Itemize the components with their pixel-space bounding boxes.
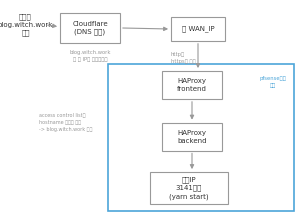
Text: 사용자
blog.witch.work
접속: 사용자 blog.witch.work 접속	[0, 13, 53, 36]
Bar	[171, 17, 225, 41]
Bar	[108, 64, 294, 211]
Bar	[162, 71, 222, 99]
Text: 내부IP
3141포트
(yarn start): 내부IP 3141포트 (yarn start)	[169, 176, 209, 200]
Bar	[162, 123, 222, 150]
Text: 내 WAN_IP: 내 WAN_IP	[182, 26, 214, 32]
Bar	[150, 172, 228, 204]
Text: access control list에
hostname 있는지 확인
-> blog.witch.work 존재: access control list에 hostname 있는지 확인 -> …	[39, 114, 92, 132]
Text: blog.witch.work
를 내 IP로 연결해준다: blog.witch.work 를 내 IP로 연결해준다	[69, 50, 111, 62]
Text: http인
https로 변환: http인 https로 변환	[171, 52, 196, 64]
Text: HAProxy
frontend: HAProxy frontend	[177, 78, 207, 92]
Text: HAProxy
backend: HAProxy backend	[177, 129, 207, 144]
Text: pfsense에서
관리: pfsense에서 관리	[260, 76, 286, 88]
Bar	[60, 13, 120, 43]
Text: Cloudflare
(DNS 역할): Cloudflare (DNS 역할)	[72, 21, 108, 35]
